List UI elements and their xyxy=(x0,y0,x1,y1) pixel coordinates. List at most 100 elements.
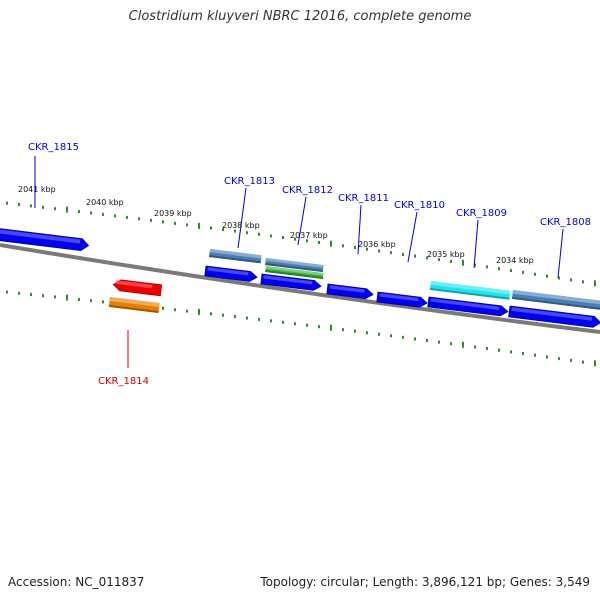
scale-tick xyxy=(474,345,476,349)
scale-tick xyxy=(270,319,272,323)
scale-tick xyxy=(570,358,572,362)
map-title: Clostridium kluyveri NBRC 12016, complet… xyxy=(128,9,472,24)
scale-tick xyxy=(210,226,212,230)
scale-tick xyxy=(198,308,200,315)
scale-tick xyxy=(546,355,548,359)
gene-arrow[interactable] xyxy=(376,291,428,308)
gene-arrow[interactable] xyxy=(260,273,322,291)
scale-tick xyxy=(162,220,164,224)
scale-tick xyxy=(162,306,164,310)
scale-tick xyxy=(270,234,272,238)
scale-label: 2037 kbp xyxy=(290,231,328,240)
feature-bar[interactable] xyxy=(209,248,262,264)
scale-tick xyxy=(414,337,416,341)
gene-arrow[interactable] xyxy=(326,283,374,300)
scale-tick xyxy=(126,215,128,219)
scale-tick xyxy=(222,313,224,317)
feature-bar[interactable] xyxy=(108,297,160,314)
leader-line xyxy=(473,219,479,269)
leader-line xyxy=(357,204,362,255)
scale-tick xyxy=(282,236,284,240)
scale-tick xyxy=(582,280,584,284)
scale-tick xyxy=(90,299,92,303)
scale-tick xyxy=(174,308,176,312)
scale-tick xyxy=(390,251,392,255)
scale-tick xyxy=(438,340,440,344)
leader-line xyxy=(407,211,418,263)
scale-tick xyxy=(42,294,44,298)
scale-tick xyxy=(594,360,596,367)
scale-tick xyxy=(150,218,152,222)
scale-tick xyxy=(18,203,20,207)
feature-layer xyxy=(108,248,600,314)
scale-tick xyxy=(306,323,308,327)
gene-label[interactable]: CKR_1811 xyxy=(338,193,389,204)
scale-tick xyxy=(234,315,236,319)
gene-label[interactable]: CKR_1812 xyxy=(282,185,333,196)
scale-tick xyxy=(558,357,560,361)
gene-arrow[interactable] xyxy=(112,279,163,297)
scale-tick xyxy=(318,240,320,244)
feature-bar[interactable] xyxy=(265,257,324,273)
scale-tick xyxy=(294,322,296,326)
scale-tick xyxy=(210,312,212,316)
gene-label[interactable]: CKR_1808 xyxy=(540,217,591,228)
scale-tick xyxy=(198,222,200,229)
scale-tick xyxy=(510,269,512,273)
scale-tick xyxy=(30,292,32,296)
scale-tick xyxy=(330,240,332,247)
gene-label[interactable]: CKR_1809 xyxy=(456,208,507,219)
scale-tick xyxy=(582,360,584,364)
scale-tick xyxy=(354,329,356,333)
scale-tick xyxy=(462,259,464,266)
scale-tick xyxy=(594,280,596,287)
scale-tick xyxy=(354,246,356,250)
gene-label[interactable]: CKR_1810 xyxy=(394,200,445,211)
gene-arrow[interactable] xyxy=(508,305,600,328)
scale-tick xyxy=(294,237,296,241)
scale-label: 2036 kbp xyxy=(358,240,396,249)
scale-tick xyxy=(30,204,32,208)
scale-tick xyxy=(570,278,572,282)
scale-tick xyxy=(450,342,452,346)
gene-arrow[interactable] xyxy=(204,265,258,282)
scale-tick xyxy=(390,334,392,338)
scale-label: 2034 kbp xyxy=(496,256,534,265)
scale-tick xyxy=(486,265,488,269)
scale-tick xyxy=(546,274,548,278)
scale-tick xyxy=(282,320,284,324)
scale-tick xyxy=(402,252,404,256)
scale-tick xyxy=(66,206,68,213)
scale-tick xyxy=(498,348,500,352)
feature-bar[interactable] xyxy=(265,266,324,280)
scale-tick xyxy=(486,347,488,351)
scale-tick xyxy=(90,211,92,215)
scale-tick xyxy=(510,350,512,354)
scale-label: 2035 kbp xyxy=(427,250,465,259)
gene-label[interactable]: CKR_1813 xyxy=(224,176,275,187)
feature-bar[interactable] xyxy=(429,281,511,300)
scale-tick xyxy=(258,317,260,321)
scale-tick xyxy=(498,267,500,271)
scale-tick xyxy=(138,217,140,221)
scale-tick xyxy=(378,249,380,253)
feature-bar[interactable] xyxy=(511,289,600,310)
scale-tick xyxy=(414,254,416,258)
scale-tick xyxy=(330,324,332,331)
genome-backbone xyxy=(0,243,600,334)
scale-tick xyxy=(378,332,380,336)
gene-arrow[interactable] xyxy=(427,296,509,317)
lower-scale-ticks xyxy=(6,290,596,367)
scale-tick xyxy=(54,207,56,211)
accession-label: Accession: NC_011837 xyxy=(8,575,145,589)
gene-label[interactable]: CKR_1814 xyxy=(98,376,149,387)
scale-tick xyxy=(306,239,308,243)
scale-tick xyxy=(66,294,68,301)
leader-line xyxy=(297,196,307,246)
scale-tick xyxy=(246,231,248,235)
gene-label[interactable]: CKR_1815 xyxy=(28,142,79,153)
gene-arrow[interactable] xyxy=(0,227,90,252)
scale-tick xyxy=(114,214,116,218)
gene-layer xyxy=(0,227,600,328)
